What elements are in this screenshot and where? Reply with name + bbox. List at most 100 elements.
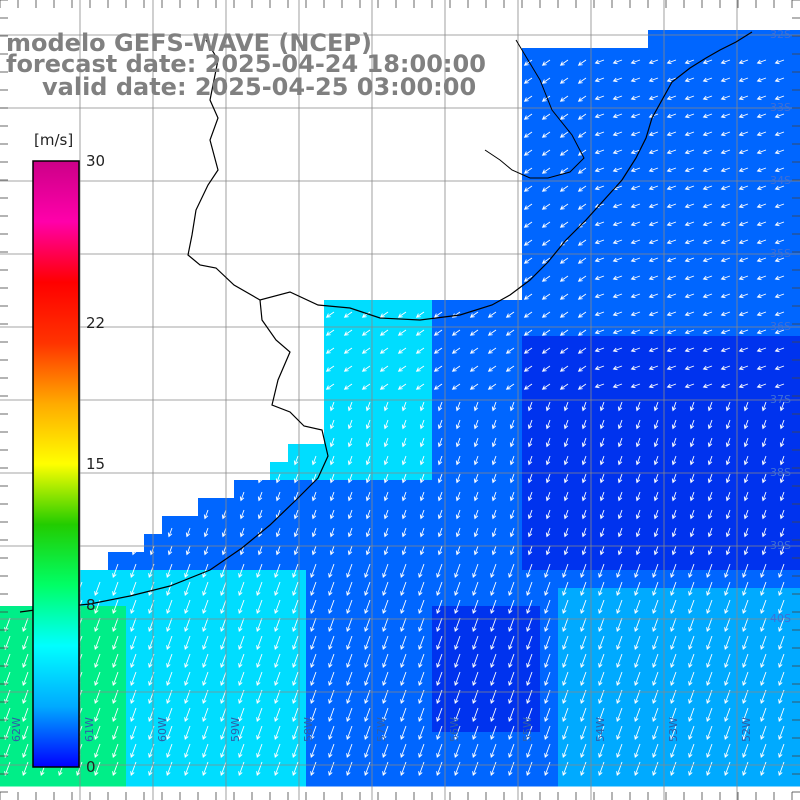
wind-arrow [401,509,407,520]
wind-cell [576,102,595,121]
wind-arrow [274,671,281,687]
wind-cell [90,570,109,589]
wind-arrow [184,743,191,759]
wind-arrow [4,617,11,633]
wind-arrow [671,473,677,484]
wind-cell [432,462,451,481]
wind-arrow [778,617,785,633]
wind-arrow [274,617,281,633]
wind-cell [558,678,577,697]
wind-arrow [94,653,101,669]
wind-arrow [738,275,749,281]
wind-cell [486,426,505,445]
wind-arrow [559,203,569,210]
colorbar-tick-label: 8 [86,596,96,615]
wind-cell [540,642,559,661]
wind-arrow [257,509,263,520]
wind-arrow [274,743,281,759]
wind-arrow [523,275,533,282]
wind-arrow [436,671,443,687]
wind-cell [756,732,775,751]
wind-arrow [707,473,713,484]
wind-cell [378,336,397,355]
wind-arrow [706,617,713,633]
wind-cell [378,768,397,787]
wind-cell [720,48,739,67]
wind-arrow [527,455,533,466]
wind-arrow [490,635,497,651]
wind-cell [432,516,451,535]
wind-cell [594,750,613,769]
wind-cell [126,552,145,571]
wind-cell [612,84,631,103]
wind-arrow [400,743,407,759]
wind-cell [450,750,469,769]
wind-cell [360,660,379,679]
wind-cell [414,678,433,697]
wind-cell [558,264,577,283]
wind-cell [540,390,559,409]
wind-cell [342,480,361,499]
wind-arrow [433,347,443,354]
longitude-label: 61W [83,717,96,742]
wind-arrow [562,725,569,741]
wind-arrow [418,707,425,723]
wind-arrow [581,437,587,448]
wind-cell [396,660,415,679]
wind-arrow [433,383,443,390]
wind-arrow [630,149,641,155]
wind-cell [666,192,685,211]
wind-arrow [202,635,209,651]
wind-arrow [473,527,479,538]
wind-cell [594,210,613,229]
wind-arrow [617,491,623,502]
wind-arrow [559,221,569,228]
wind-cell [504,462,523,481]
wind-cell [342,768,361,787]
wind-arrow [130,707,137,723]
wind-cell [432,498,451,517]
wind-arrow [724,743,731,759]
wind-cell [360,372,379,391]
wind-arrow [671,491,677,502]
wind-arrow [670,707,677,723]
wind-arrow [648,59,659,65]
wind-arrow [415,383,425,390]
wind-arrow [684,347,695,353]
wind-arrow [774,311,785,317]
wind-arrow [346,743,353,759]
wind-cell [756,516,775,535]
wind-cell [252,606,271,625]
wind-cell [576,606,595,625]
wind-arrow [292,581,299,597]
wind-cell [666,516,685,535]
wind-cell [486,678,505,697]
wind-arrow [364,671,371,687]
wind-arrow [630,95,641,101]
wind-cell [612,516,631,535]
wind-cell [738,750,757,769]
wind-arrow [221,527,227,538]
wind-cell [648,390,667,409]
wind-cell [576,246,595,265]
wind-cell [558,570,577,589]
wind-arrow [635,545,641,556]
latitude-label: 39S [770,539,791,552]
wind-cell [558,498,577,517]
wind-arrow [365,473,371,484]
wind-cell [756,408,775,427]
wind-cell [306,480,325,499]
wind-arrow [328,653,335,669]
wind-arrow [738,365,749,371]
wind-arrow [221,509,227,520]
wind-cell [756,696,775,715]
wind-cell [324,624,343,643]
wind-arrow [652,635,659,651]
wind-arrow [541,275,551,282]
wind-cell [792,480,800,499]
wind-arrow [544,725,551,741]
wind-arrow [347,455,353,466]
wind-arrow [94,581,101,597]
wind-cell [108,678,127,697]
wind-arrow [774,131,785,137]
